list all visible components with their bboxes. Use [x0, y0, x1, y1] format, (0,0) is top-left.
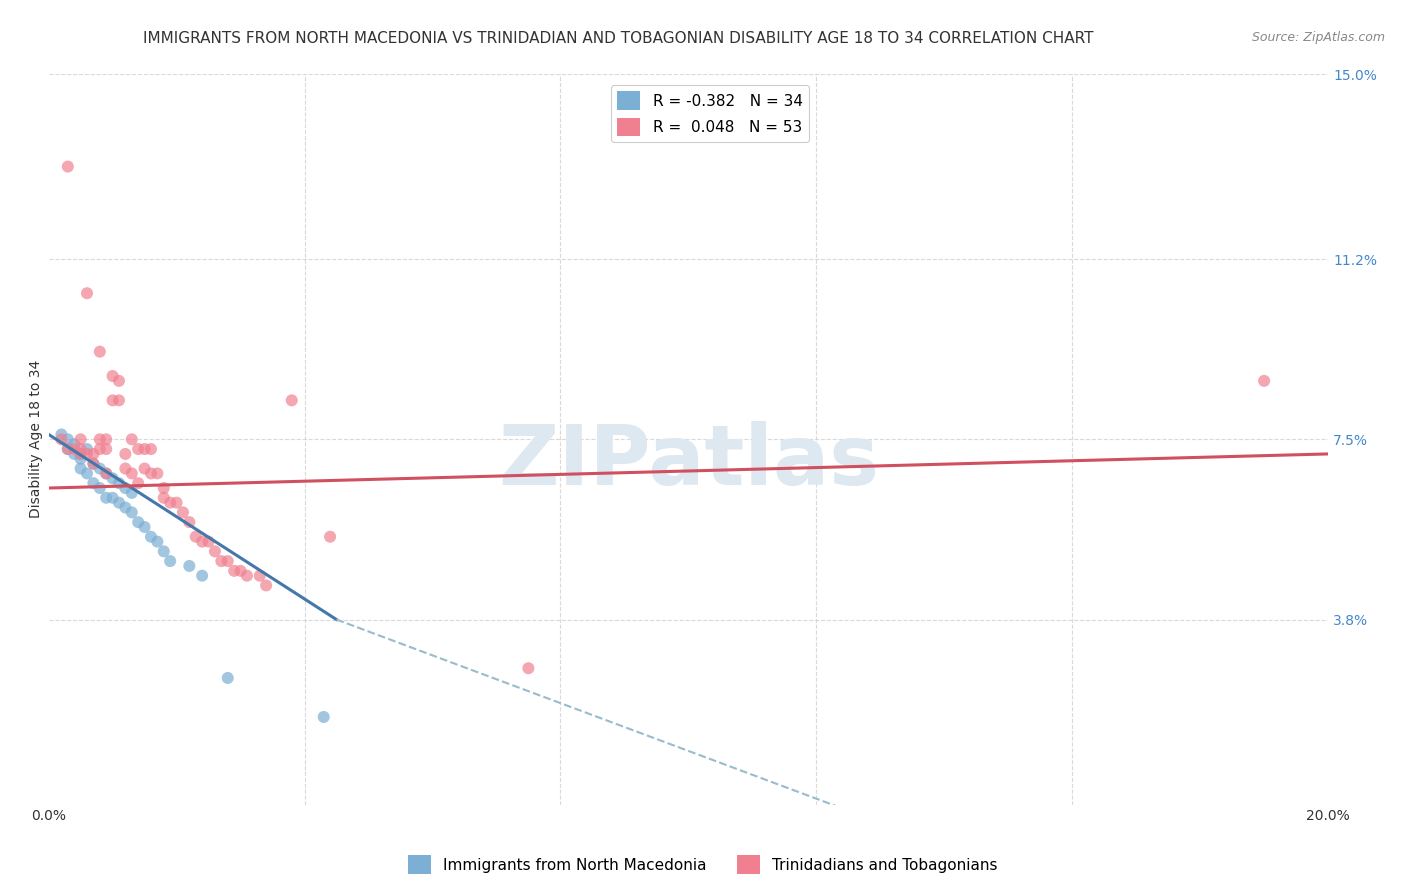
Point: [76, 286, 98, 301]
Point: [236, 568, 259, 582]
Point: [1253, 374, 1275, 388]
Text: IMMIGRANTS FROM NORTH MACEDONIA VS TRINIDADIAN AND TOBAGONIAN DISABILITY AGE 18 : IMMIGRANTS FROM NORTH MACEDONIA VS TRINI…: [143, 31, 1094, 46]
Point: [114, 481, 136, 495]
Point: [108, 495, 131, 509]
Point: [312, 710, 335, 724]
Point: [96, 467, 118, 481]
Point: [159, 495, 181, 509]
Point: [152, 481, 174, 495]
Point: [56, 442, 79, 456]
Point: [319, 530, 342, 544]
Point: [69, 433, 91, 447]
Point: [89, 433, 111, 447]
Point: [204, 544, 226, 558]
Point: [121, 505, 143, 519]
Point: [224, 564, 246, 578]
Point: [89, 442, 111, 456]
Point: [152, 544, 174, 558]
Point: [96, 491, 118, 505]
Point: [121, 467, 143, 481]
Y-axis label: Disability Age 18 to 34: Disability Age 18 to 34: [30, 360, 44, 518]
Point: [134, 520, 156, 534]
Point: [108, 393, 131, 408]
Point: [139, 442, 162, 456]
Point: [101, 491, 124, 505]
Point: [101, 471, 124, 485]
Point: [56, 160, 79, 174]
Point: [121, 486, 143, 500]
Point: [121, 433, 143, 447]
Point: [114, 461, 136, 475]
Point: [191, 534, 214, 549]
Point: [127, 442, 149, 456]
Point: [69, 447, 91, 461]
Point: [159, 554, 181, 568]
Point: [217, 671, 239, 685]
Point: [172, 505, 194, 519]
Point: [82, 476, 104, 491]
Point: [89, 481, 111, 495]
Point: [89, 461, 111, 475]
Point: [197, 534, 219, 549]
Point: [139, 530, 162, 544]
Point: [63, 442, 86, 456]
Point: [82, 457, 104, 471]
Point: [56, 433, 79, 447]
Legend: Immigrants from North Macedonia, Trinidadians and Tobagonians: Immigrants from North Macedonia, Trinida…: [402, 849, 1004, 880]
Point: [82, 457, 104, 471]
Point: [179, 558, 201, 573]
Point: [63, 437, 86, 451]
Point: [69, 447, 91, 461]
Point: [76, 447, 98, 461]
Point: [101, 369, 124, 384]
Text: ZIPatlas: ZIPatlas: [498, 421, 879, 501]
Point: [191, 568, 214, 582]
Point: [96, 442, 118, 456]
Point: [254, 578, 277, 592]
Point: [209, 554, 232, 568]
Point: [127, 476, 149, 491]
Point: [517, 661, 540, 675]
Point: [146, 467, 169, 481]
Point: [139, 467, 162, 481]
Text: Source: ZipAtlas.com: Source: ZipAtlas.com: [1251, 31, 1385, 45]
Legend: R = -0.382   N = 34, R =  0.048   N = 53: R = -0.382 N = 34, R = 0.048 N = 53: [612, 86, 808, 143]
Point: [152, 491, 174, 505]
Point: [108, 476, 131, 491]
Point: [82, 447, 104, 461]
Point: [127, 515, 149, 529]
Point: [280, 393, 302, 408]
Point: [114, 500, 136, 515]
Point: [63, 447, 86, 461]
Point: [96, 433, 118, 447]
Point: [69, 461, 91, 475]
Point: [51, 433, 73, 447]
Point: [134, 461, 156, 475]
Point: [134, 442, 156, 456]
Point: [179, 515, 201, 529]
Point: [166, 495, 188, 509]
Point: [108, 374, 131, 388]
Point: [69, 442, 91, 456]
Point: [69, 451, 91, 466]
Point: [184, 530, 207, 544]
Point: [89, 344, 111, 359]
Point: [101, 393, 124, 408]
Point: [76, 467, 98, 481]
Point: [96, 467, 118, 481]
Point: [76, 442, 98, 456]
Point: [249, 568, 271, 582]
Point: [114, 447, 136, 461]
Point: [56, 442, 79, 456]
Point: [229, 564, 252, 578]
Point: [217, 554, 239, 568]
Point: [146, 534, 169, 549]
Point: [51, 427, 73, 442]
